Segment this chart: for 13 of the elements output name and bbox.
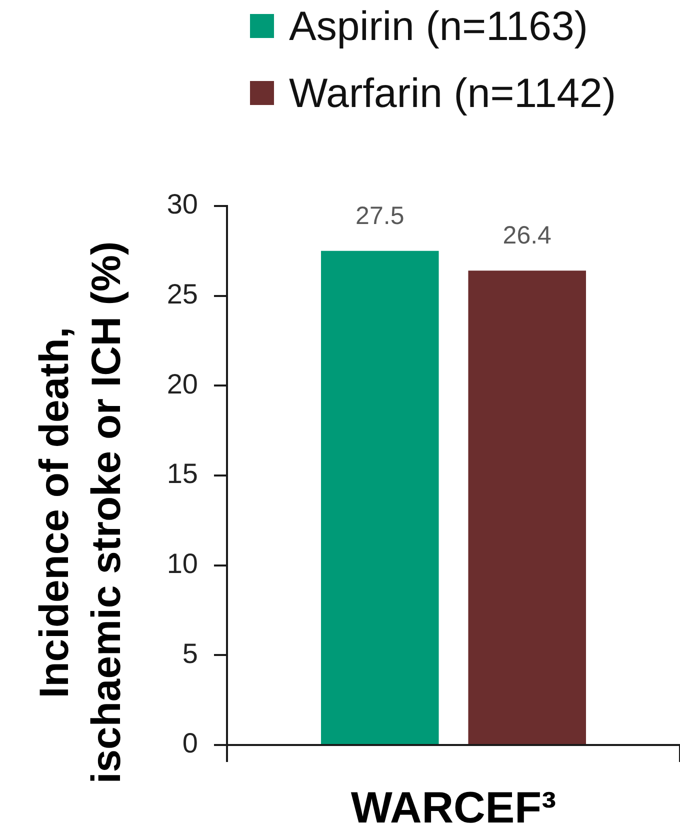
x-tick-label: WARCEF³ [350,784,556,833]
y-tick-label: 30 [166,188,198,220]
legend-label: Warfarin (n=1142) [289,70,616,116]
y-tick-label: 15 [166,458,198,490]
y-tick-label: 10 [166,548,198,580]
y-tick-label: 0 [182,728,198,759]
y-tick-label: 20 [166,368,198,400]
y-tick-label: 5 [182,638,198,669]
data-label: 27.5 [356,202,404,230]
y-axis-title: Incidence of death, ischaemic stroke or ICH (%) [31,241,129,784]
data-label: 26.4 [502,222,552,250]
legend-label: Aspirin (n=1163) [289,2,588,50]
y-tick-label: 25 [166,278,198,310]
